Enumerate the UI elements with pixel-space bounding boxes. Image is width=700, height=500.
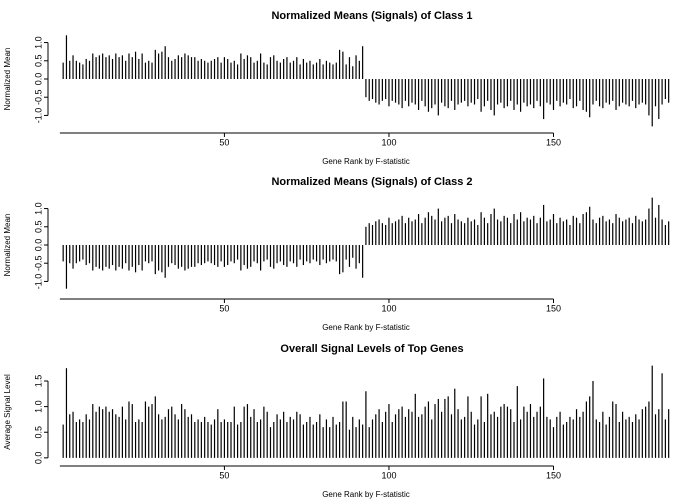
y-tick-label: 0.5 <box>33 426 43 439</box>
x-axis-label: Gene Rank by F-statistic <box>322 490 410 499</box>
y-tick-label: -1.0 <box>33 108 43 124</box>
y-tick-label: 0.0 <box>33 73 43 86</box>
y-tick-label: 0.0 <box>33 452 43 465</box>
x-axis-label: Gene Rank by F-statistic <box>322 323 410 332</box>
y-axis-label: Normalized Mean <box>3 48 12 111</box>
x-tick-label: 150 <box>546 303 561 313</box>
y-axis-label: Normalized Mean <box>3 214 12 277</box>
x-tick-label: 150 <box>546 470 561 480</box>
y-tick-label: 0.5 <box>33 221 43 234</box>
y-tick-label: -0.5 <box>33 89 43 105</box>
x-tick-label: 50 <box>219 470 229 480</box>
x-axis-label: Gene Rank by F-statistic <box>322 157 410 166</box>
x-tick-label: 50 <box>219 137 229 147</box>
y-tick-label: -1.0 <box>33 274 43 290</box>
y-tick-label: 1.0 <box>33 36 43 49</box>
y-tick-label: -0.5 <box>33 255 43 271</box>
x-tick-label: 100 <box>381 137 396 147</box>
chart-title: Overall Signal Levels of Top Genes <box>280 343 463 355</box>
y-tick-label: 1.0 <box>33 202 43 215</box>
chart-title: Normalized Means (Signals) of Class 2 <box>271 176 472 188</box>
x-tick-label: 100 <box>381 303 396 313</box>
x-tick-label: 100 <box>381 470 396 480</box>
x-tick-label: 50 <box>219 303 229 313</box>
y-tick-label: 0.5 <box>33 55 43 68</box>
y-tick-label: 0.0 <box>33 239 43 252</box>
x-tick-label: 150 <box>546 137 561 147</box>
chart-title: Normalized Means (Signals) of Class 1 <box>271 10 472 22</box>
y-tick-label: 1.0 <box>33 400 43 413</box>
y-tick-label: 1.5 <box>33 375 43 388</box>
y-axis-label: Average Signal Level <box>3 374 12 450</box>
